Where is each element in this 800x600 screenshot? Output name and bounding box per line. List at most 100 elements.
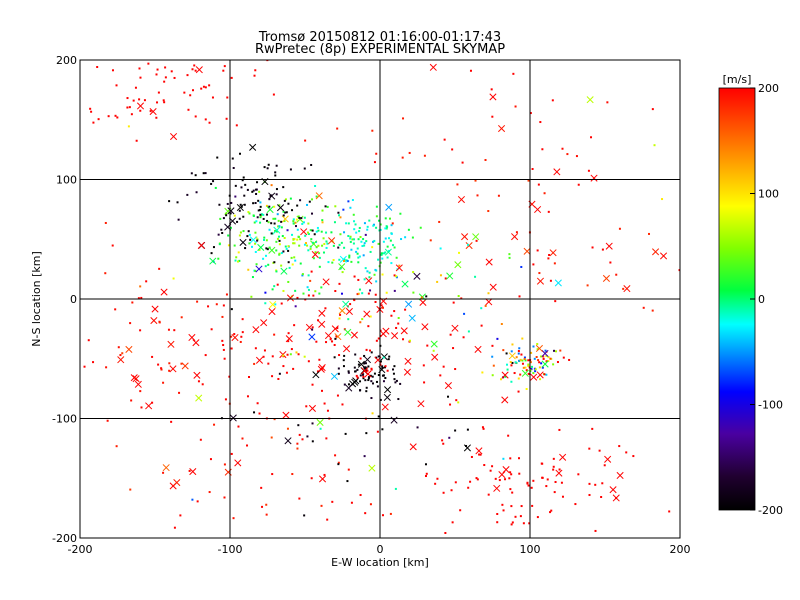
data-point-1033 xyxy=(514,105,517,108)
data-point-722 xyxy=(318,358,321,361)
data-point-640 xyxy=(404,308,407,311)
data-point-385 xyxy=(285,211,288,214)
data-cross-613 xyxy=(345,384,353,392)
data-cross-736 xyxy=(311,250,319,259)
data-point-0 xyxy=(274,217,277,220)
data-point-105 xyxy=(307,274,310,277)
data-point-487 xyxy=(549,357,552,360)
data-point-449 xyxy=(556,361,559,364)
data-point-684 xyxy=(286,353,289,356)
data-point-882 xyxy=(187,108,190,111)
data-point-924 xyxy=(553,491,556,494)
data-point-1038 xyxy=(266,60,269,62)
data-point-468 xyxy=(545,373,548,376)
data-point-879 xyxy=(116,116,119,119)
data-point-869 xyxy=(204,86,207,89)
data-point-359 xyxy=(280,220,283,223)
data-point-921 xyxy=(550,509,553,512)
data-cross-1075 xyxy=(497,124,506,133)
data-point-535 xyxy=(393,378,396,381)
data-cross-757 xyxy=(260,319,268,327)
data-point-806 xyxy=(180,316,183,319)
data-point-892 xyxy=(147,62,150,65)
data-point-600 xyxy=(363,367,366,370)
data-point-118 xyxy=(314,290,317,293)
data-point-957 xyxy=(509,471,512,474)
data-point-952 xyxy=(496,513,499,516)
data-point-244 xyxy=(388,237,391,240)
data-point-475 xyxy=(540,362,543,365)
data-point-178 xyxy=(291,233,294,236)
data-point-588 xyxy=(347,370,350,373)
data-point-857 xyxy=(194,115,197,118)
data-point-1114 xyxy=(129,488,132,491)
data-point-1200 xyxy=(358,288,361,291)
data-point-578 xyxy=(375,380,378,383)
data-point-936 xyxy=(381,514,384,517)
data-point-1160 xyxy=(318,292,321,295)
data-point-543 xyxy=(375,356,378,359)
data-point-343 xyxy=(291,209,294,212)
data-point-218 xyxy=(360,240,363,243)
data-point-513 xyxy=(523,357,526,360)
data-point-1097 xyxy=(642,306,645,309)
data-point-70 xyxy=(301,274,304,277)
data-point-22 xyxy=(304,234,307,237)
data-point-1178 xyxy=(309,279,312,282)
data-point-1042 xyxy=(401,156,404,159)
data-point-1137 xyxy=(223,463,226,466)
axis-ticks: -200 -100 0 100 200 -200 -100 0 100 200 xyxy=(52,54,690,556)
data-point-53 xyxy=(265,239,268,242)
data-cross-1249 xyxy=(312,371,320,379)
data-point-915 xyxy=(193,64,196,67)
data-point-6 xyxy=(276,237,279,240)
data-point-127 xyxy=(301,273,304,276)
data-point-1171 xyxy=(412,291,415,294)
data-point-1159 xyxy=(474,275,477,278)
data-point-947 xyxy=(494,477,497,480)
data-point-399 xyxy=(238,217,241,220)
data-cross-775 xyxy=(300,228,308,236)
data-point-96 xyxy=(320,230,323,233)
data-point-1206 xyxy=(347,318,350,321)
data-point-143 xyxy=(254,242,257,245)
data-point-169 xyxy=(237,251,240,254)
data-point-199 xyxy=(372,223,375,226)
data-point-403 xyxy=(186,193,189,196)
data-point-630 xyxy=(439,374,442,377)
data-point-155 xyxy=(255,236,258,239)
data-point-1041 xyxy=(391,222,394,225)
data-point-173 xyxy=(284,198,287,201)
data-point-360 xyxy=(255,192,258,195)
data-point-55 xyxy=(254,250,257,253)
data-point-473 xyxy=(509,361,512,364)
data-point-78 xyxy=(309,247,312,250)
data-point-12 xyxy=(274,303,277,306)
data-cross-845 xyxy=(132,375,140,383)
data-point-1229 xyxy=(334,337,337,340)
data-cross-742 xyxy=(400,327,408,335)
data-point-149 xyxy=(275,240,278,243)
data-point-1040 xyxy=(590,136,593,139)
data-point-887 xyxy=(222,69,225,72)
data-point-817 xyxy=(121,352,124,355)
data-point-693 xyxy=(307,360,310,363)
data-point-139 xyxy=(289,197,292,200)
data-point-1184 xyxy=(425,295,428,298)
data-cross-1108 xyxy=(659,252,668,260)
data-point-808 xyxy=(131,301,134,304)
x-tick-label-4: 200 xyxy=(670,543,691,556)
data-point-409 xyxy=(216,156,219,159)
data-cross-1111 xyxy=(602,274,610,282)
data-point-807 xyxy=(221,315,224,318)
data-point-243 xyxy=(348,256,351,259)
data-point-19 xyxy=(239,231,242,234)
data-point-832 xyxy=(188,469,191,472)
data-point-713 xyxy=(223,357,226,360)
data-point-950 xyxy=(618,445,621,448)
data-cross-737 xyxy=(350,331,358,339)
data-point-213 xyxy=(317,229,320,232)
data-point-291 xyxy=(419,226,422,229)
data-point-872 xyxy=(126,97,129,100)
data-point-150 xyxy=(292,220,295,223)
